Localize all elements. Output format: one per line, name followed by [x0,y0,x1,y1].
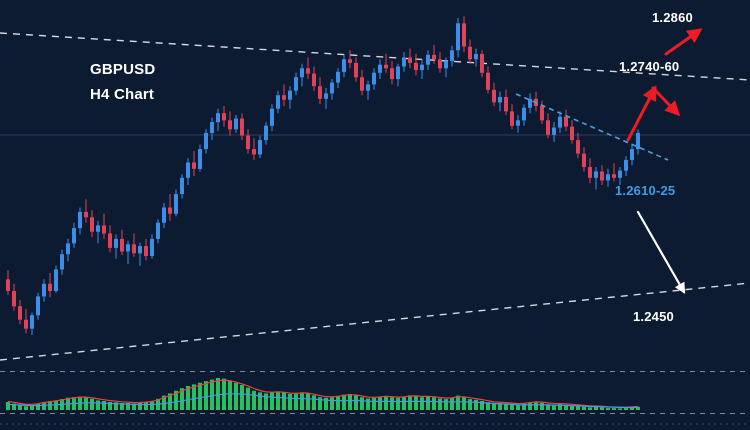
price-level-label-target-low: 1.2450 [633,309,674,324]
price-level-label-resistance: 1.2740-60 [619,59,680,74]
timeframe-label: H4 Chart [90,86,155,103]
price-level-label-support: 1.2610-25 [615,183,676,198]
symbol-name: GBPUSD [90,61,156,78]
price-level-label-target-high: 1.2860 [652,10,693,25]
symbol-label: GBPUSD H4 Chart [90,57,155,107]
